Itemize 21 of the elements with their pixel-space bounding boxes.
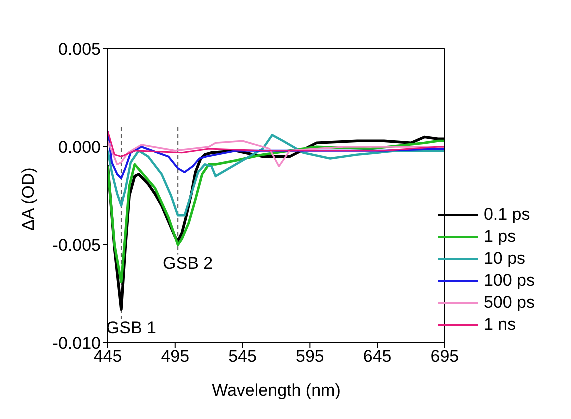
line-series [108, 134, 445, 217]
x-tick-label: 695 [430, 347, 460, 366]
x-tick-label: 595 [296, 347, 324, 366]
legend-label: 10 ps [484, 248, 526, 270]
x-tick-label: 645 [363, 347, 392, 366]
annotation: GSB 2 [163, 254, 214, 273]
y-tick-label: -0.005 [52, 236, 101, 256]
legend-label: 500 ps [484, 292, 535, 314]
legend-label: 0.1 ps [484, 204, 530, 226]
line-series [108, 140, 445, 284]
legend-label: 1 ps [484, 226, 516, 248]
x-tick-label: 545 [228, 347, 257, 366]
x-axis-title: Wavelength (nm) [212, 381, 341, 400]
legend-label: 1 ns [484, 314, 516, 336]
x-tick-label: 495 [161, 347, 190, 366]
y-tick-label: 0.000 [58, 138, 101, 158]
y-axis-title: ΔA (OD) [19, 168, 38, 231]
legend-label: 100 ps [484, 270, 535, 292]
y-tick-label: 0.005 [58, 40, 101, 60]
line-series [108, 130, 445, 158]
line-series [108, 140, 445, 168]
